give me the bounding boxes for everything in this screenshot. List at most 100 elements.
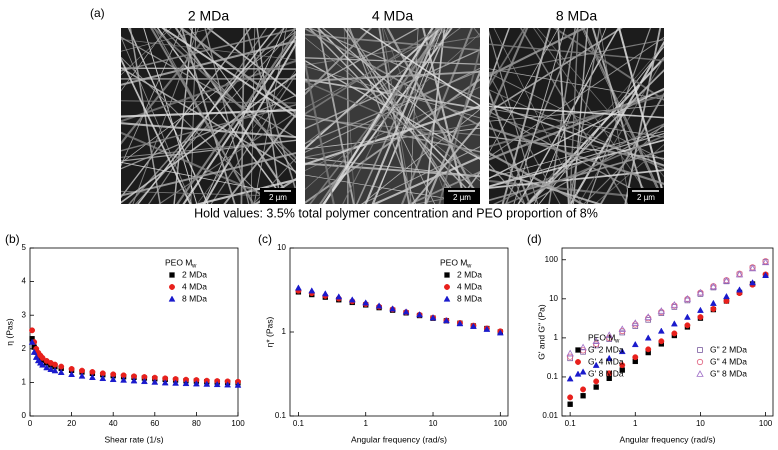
image-title: 2 MDa: [188, 8, 229, 24]
scale-bar-label: 2 µm: [453, 193, 471, 202]
fiber: [305, 65, 480, 119]
x-tick-label: 1: [363, 419, 368, 428]
fiber: [489, 104, 664, 122]
fiber: [305, 57, 480, 65]
fiber: [121, 94, 296, 170]
fiber: [305, 78, 480, 204]
point: [762, 258, 769, 265]
point: [631, 340, 639, 348]
fiber: [305, 28, 461, 145]
fiber: [489, 28, 529, 119]
fiber: [489, 151, 585, 204]
fiber: [492, 123, 664, 204]
point: [172, 379, 180, 386]
y-axis-title: η* (Pas): [264, 316, 274, 347]
fiber: [489, 28, 587, 77]
fiber: [121, 190, 296, 197]
fiber: [493, 28, 582, 204]
point: [670, 320, 678, 327]
fiber: [489, 163, 525, 204]
fiber: [557, 28, 570, 204]
fiber: [121, 28, 214, 52]
legend-marker: [444, 284, 450, 290]
fiber: [121, 36, 296, 139]
point: [224, 381, 232, 388]
point: [605, 331, 613, 339]
fiber: [513, 28, 566, 204]
fiber: [455, 171, 480, 204]
fiber: [569, 40, 664, 204]
point: [658, 338, 665, 345]
point: [619, 362, 626, 369]
panel-label: (a): [90, 6, 105, 20]
legend-marker: [169, 272, 175, 278]
fiber: [438, 45, 480, 204]
fiber: [489, 169, 664, 189]
fiber: [489, 28, 526, 88]
fiber: [305, 59, 480, 160]
point: [593, 384, 599, 390]
fiber: [317, 28, 480, 196]
point: [619, 329, 626, 336]
fiber: [305, 157, 480, 177]
point: [606, 370, 613, 377]
fiber: [152, 28, 296, 160]
point: [723, 292, 730, 300]
fiber: [305, 122, 480, 158]
point: [748, 264, 757, 272]
fiber: [121, 122, 296, 139]
point: [496, 329, 504, 336]
fiber: [322, 28, 480, 160]
x-tick-label: 10: [429, 419, 438, 428]
fiber: [245, 28, 296, 194]
fiber: [190, 28, 197, 204]
fiber: [346, 28, 462, 204]
point: [671, 302, 678, 309]
fiber: [489, 132, 664, 187]
fiber: [206, 28, 296, 98]
y-tick-label: 100: [545, 255, 559, 264]
scale-bar-label: 2 µm: [637, 193, 655, 202]
sem-image: [489, 28, 664, 204]
fiber: [489, 72, 664, 161]
panel-label: (c): [258, 232, 272, 246]
point: [735, 270, 744, 278]
legend-marker: [444, 272, 450, 278]
fiber: [489, 108, 664, 138]
point: [696, 288, 705, 296]
fiber: [489, 149, 664, 202]
fiber: [305, 33, 480, 51]
fiber: [305, 49, 480, 130]
point: [234, 381, 242, 388]
x-axis-title: Shear rate (1/s): [104, 434, 163, 444]
fiber: [503, 135, 664, 204]
y-tick-label: 10: [277, 243, 286, 252]
fiber: [489, 105, 664, 119]
point: [592, 337, 600, 345]
fiber: [158, 111, 296, 204]
point: [57, 368, 65, 375]
point: [456, 320, 464, 327]
fiber: [121, 67, 296, 173]
legend-title: PEO M: [588, 332, 615, 342]
fiber: [132, 28, 199, 204]
fiber: [121, 40, 296, 86]
fiber: [137, 28, 277, 204]
scale-bar-bg: [444, 188, 480, 204]
caption: Hold values: 3.5% total polymer concentr…: [194, 206, 598, 220]
point: [28, 338, 36, 345]
point: [442, 317, 450, 324]
fiber: [305, 58, 335, 204]
fiber: [305, 28, 441, 115]
legend-title: PEO M: [440, 257, 467, 267]
y-tick-label: 10: [549, 294, 558, 303]
fiber: [182, 35, 296, 204]
point: [683, 313, 691, 320]
point: [762, 271, 770, 278]
point: [161, 379, 169, 386]
point: [29, 327, 36, 334]
x-tick-label: 100: [494, 419, 508, 428]
fiber: [161, 28, 296, 164]
fiber: [121, 131, 288, 204]
